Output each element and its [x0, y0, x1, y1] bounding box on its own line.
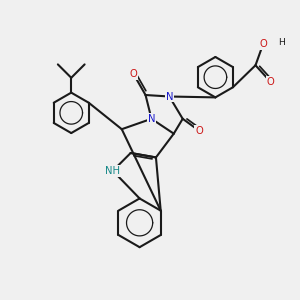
Text: O: O	[130, 69, 137, 79]
Text: NH: NH	[105, 166, 120, 176]
Text: N: N	[166, 92, 173, 101]
Text: N: N	[148, 114, 155, 124]
Text: O: O	[266, 76, 274, 87]
Text: O: O	[259, 40, 267, 50]
Text: O: O	[195, 126, 203, 136]
Text: H: H	[278, 38, 285, 47]
